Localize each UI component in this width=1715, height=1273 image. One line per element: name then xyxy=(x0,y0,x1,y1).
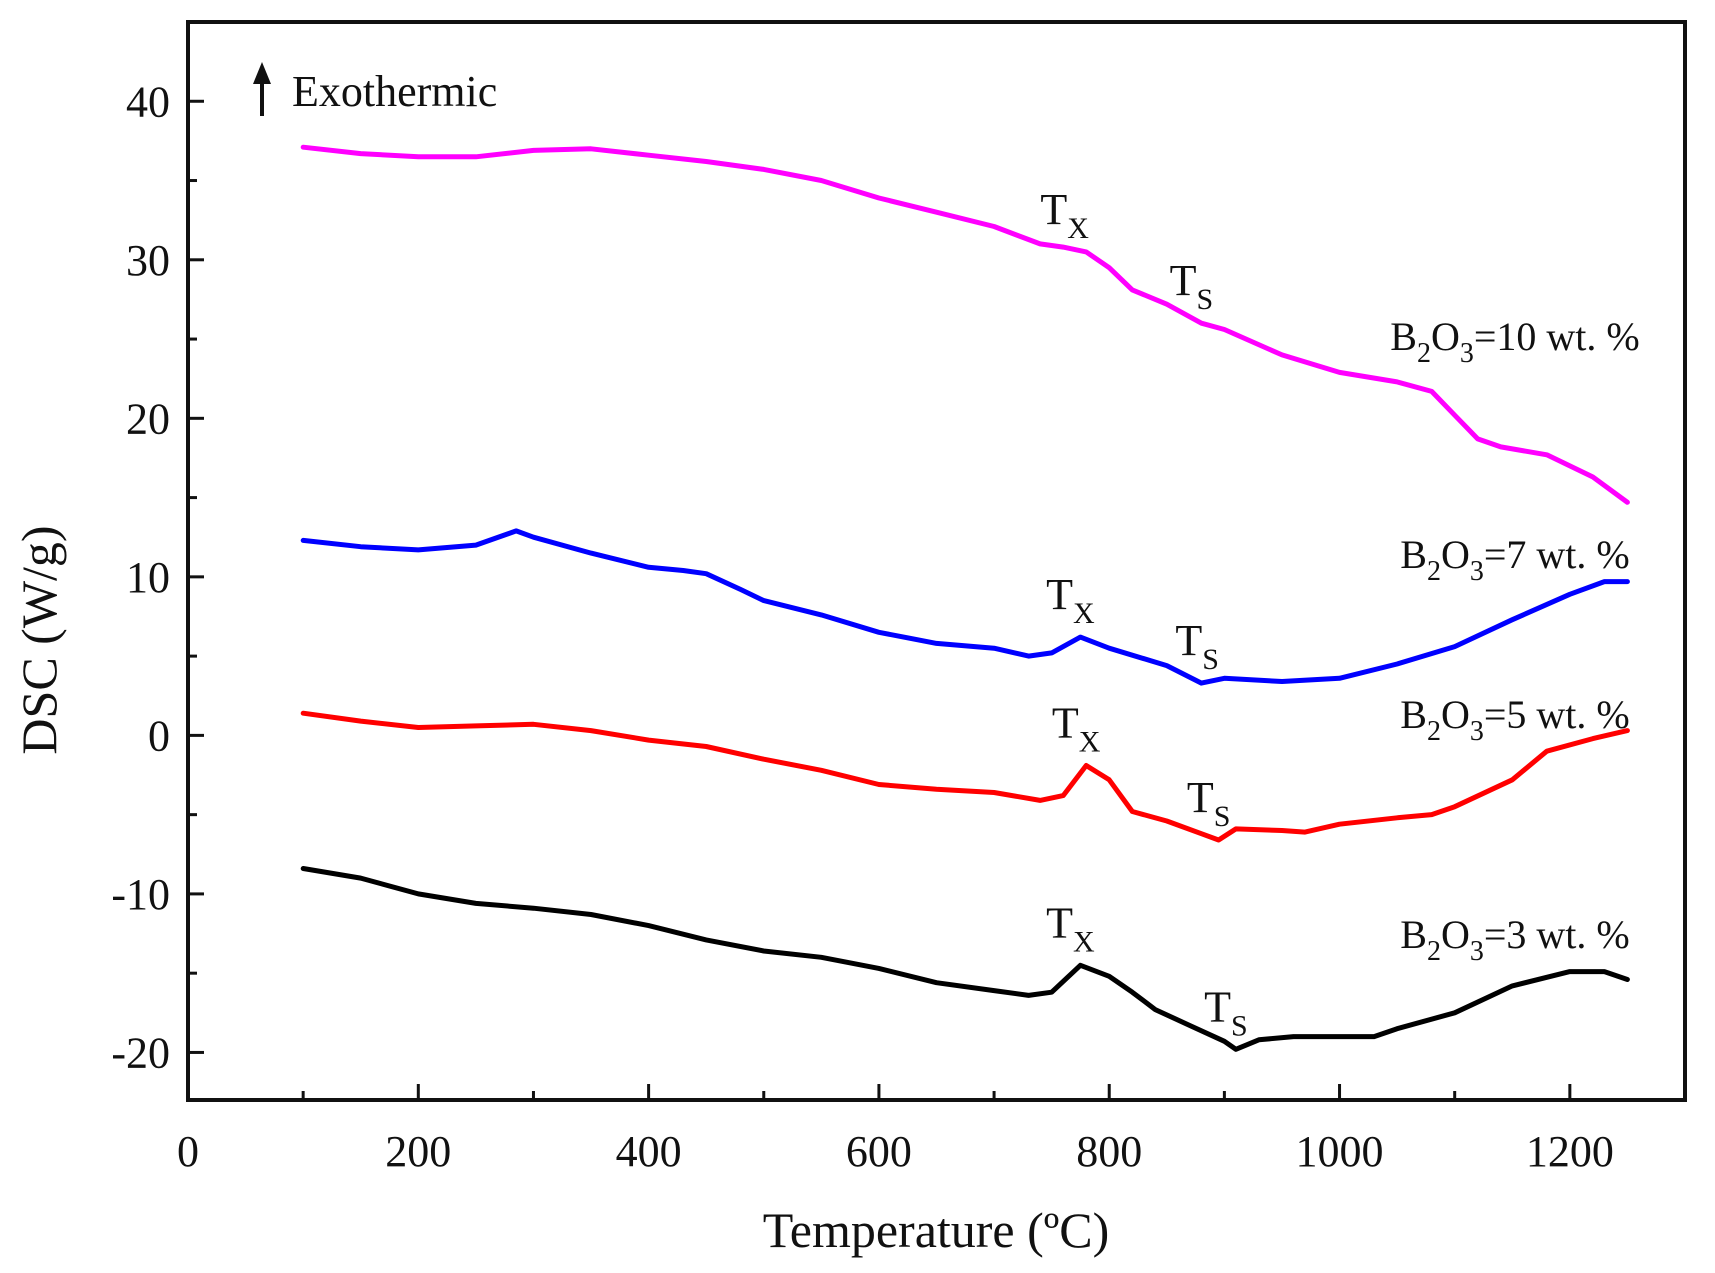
x-tick-label: 1200 xyxy=(1526,1127,1614,1176)
series-label-sub1: 2 xyxy=(1427,716,1441,747)
series-label-sym2: O xyxy=(1431,314,1460,359)
marker-sub: X xyxy=(1079,726,1101,759)
marker-main: T xyxy=(1170,256,1197,305)
series-label-sub2: 3 xyxy=(1460,338,1474,369)
series-label-rest: =7 wt. % xyxy=(1484,532,1630,577)
marker-ts: TS xyxy=(1187,773,1231,833)
series-label-sym1: B xyxy=(1400,912,1427,957)
series-line xyxy=(300,710,1630,843)
axis-ticks: 0 200 400 600 800 1000 1200 -20 -10 0 10 20 30 40 xyxy=(111,77,1614,1176)
series-label-sym1: B xyxy=(1400,692,1427,737)
y-tick-label: -10 xyxy=(111,870,170,919)
series-line xyxy=(300,866,1630,1052)
marker-ts: TS xyxy=(1170,256,1214,316)
marker-tx: TX xyxy=(1046,570,1095,630)
series-label-sub1: 2 xyxy=(1417,338,1431,369)
y-axis-title: DSC (W/g) xyxy=(11,525,67,754)
x-tick-label: 400 xyxy=(616,1127,682,1176)
series-label-rest: =3 wt. % xyxy=(1484,912,1630,957)
marker-ts: TS xyxy=(1175,616,1219,676)
series-line xyxy=(300,528,1630,686)
marker-main: T xyxy=(1046,898,1073,947)
series-label: B2O3=3 wt. % xyxy=(1400,912,1629,967)
exothermic-annotation: Exothermic xyxy=(253,62,497,116)
marker-tx: TX xyxy=(1040,185,1089,245)
series-label-sub1: 2 xyxy=(1427,936,1441,967)
series-label-sub2: 3 xyxy=(1470,936,1484,967)
x-tick-label: 0 xyxy=(177,1127,199,1176)
series-label-sym2: O xyxy=(1441,692,1470,737)
y-tick-label: -20 xyxy=(111,1028,170,1077)
series-label-rest: =10 wt. % xyxy=(1474,314,1640,359)
marker-main: T xyxy=(1204,982,1231,1031)
marker-sub: S xyxy=(1202,643,1219,676)
y-tick-label: 40 xyxy=(126,77,170,126)
series-label-sym2: O xyxy=(1441,532,1470,577)
marker-sub: S xyxy=(1214,800,1231,833)
series-line xyxy=(300,144,1630,505)
y-tick-label: 10 xyxy=(126,553,170,602)
x-tick-label: 200 xyxy=(385,1127,451,1176)
series-label-sym1: B xyxy=(1400,532,1427,577)
x-axis-title: Temperature (ºC) xyxy=(763,1202,1110,1258)
x-tick-label: 800 xyxy=(1076,1127,1142,1176)
series-label: B2O3=10 wt. % xyxy=(1390,314,1639,369)
series-label: B2O3=7 wt. % xyxy=(1400,532,1629,587)
marker-sub: X xyxy=(1067,212,1089,245)
marker-main: T xyxy=(1052,699,1079,748)
series-label-rest: =5 wt. % xyxy=(1484,692,1630,737)
marker-tx: TX xyxy=(1046,898,1095,958)
series-label-sym2: O xyxy=(1441,912,1470,957)
marker-main: T xyxy=(1046,570,1073,619)
marker-tx: TX xyxy=(1052,699,1101,759)
marker-main: T xyxy=(1187,773,1214,822)
x-tick-label: 600 xyxy=(846,1127,912,1176)
marker-main: T xyxy=(1040,185,1067,234)
series-label-sub2: 3 xyxy=(1470,556,1484,587)
marker-sub: X xyxy=(1073,925,1095,958)
series-group xyxy=(300,144,1630,1052)
y-tick-label: 20 xyxy=(126,394,170,443)
series-label-sub2: 3 xyxy=(1470,716,1484,747)
y-tick-label: 30 xyxy=(126,236,170,285)
series-label-sym1: B xyxy=(1390,314,1417,359)
x-tick-label: 1000 xyxy=(1296,1127,1384,1176)
marker-sub: X xyxy=(1073,597,1095,630)
series-label: B2O3=5 wt. % xyxy=(1400,692,1629,747)
marker-main: T xyxy=(1175,616,1202,665)
marker-ts: TS xyxy=(1204,982,1248,1042)
series-label-sub1: 2 xyxy=(1427,556,1441,587)
up-arrow-head-icon xyxy=(253,62,271,84)
y-tick-label: 0 xyxy=(148,711,170,760)
marker-sub: S xyxy=(1196,283,1213,316)
marker-sub: S xyxy=(1231,1009,1248,1042)
plot-frame xyxy=(186,20,1687,1102)
exothermic-label: Exothermic xyxy=(292,67,497,116)
